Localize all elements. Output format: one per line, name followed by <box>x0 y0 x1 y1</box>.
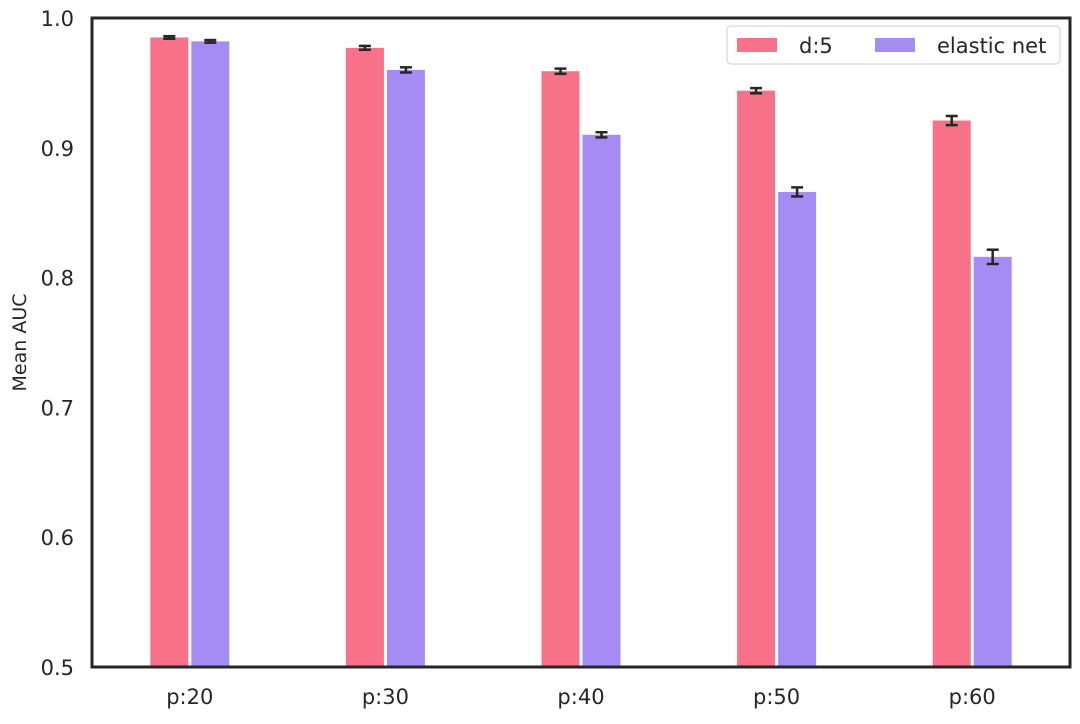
legend: d:5 elastic net <box>726 25 1061 65</box>
bar-series2 <box>191 41 230 667</box>
bar-series2 <box>973 256 1012 667</box>
bar-series2 <box>386 69 425 668</box>
plot-frame <box>90 16 1072 669</box>
bar-series1 <box>541 71 580 667</box>
error-bars-layer <box>163 34 999 266</box>
x-axis-ticks: p:20 p:30 p:40 p:50 p:60 <box>166 685 996 709</box>
legend-swatch <box>875 38 915 52</box>
bar-series1 <box>150 37 189 668</box>
bar-series2 <box>778 191 817 667</box>
y-tick-label: 0.5 <box>41 656 74 680</box>
y-tick-label: 0.7 <box>41 396 74 420</box>
y-axis-ticks: 0.5 0.6 0.7 0.8 0.9 1.0 <box>41 7 74 680</box>
y-axis-label: Mean AUC <box>9 294 31 392</box>
bar-series1 <box>932 120 971 668</box>
legend-label: elastic net <box>937 34 1046 58</box>
bar-series1 <box>345 47 384 667</box>
legend-label: d:5 <box>799 34 833 58</box>
y-tick-label: 1.0 <box>41 7 74 31</box>
legend-swatch <box>737 38 777 52</box>
x-tick-label: p:50 <box>753 685 800 709</box>
x-tick-label: p:20 <box>166 685 213 709</box>
bars-layer <box>150 37 1012 668</box>
bar-series1 <box>737 90 776 668</box>
y-tick-label: 0.6 <box>41 526 74 550</box>
y-tick-label: 0.9 <box>41 137 74 161</box>
bar-series2 <box>582 134 621 667</box>
x-tick-label: p:40 <box>557 685 604 709</box>
x-tick-label: p:30 <box>362 685 409 709</box>
x-tick-label: p:60 <box>949 685 996 709</box>
y-tick-label: 0.8 <box>41 267 74 291</box>
